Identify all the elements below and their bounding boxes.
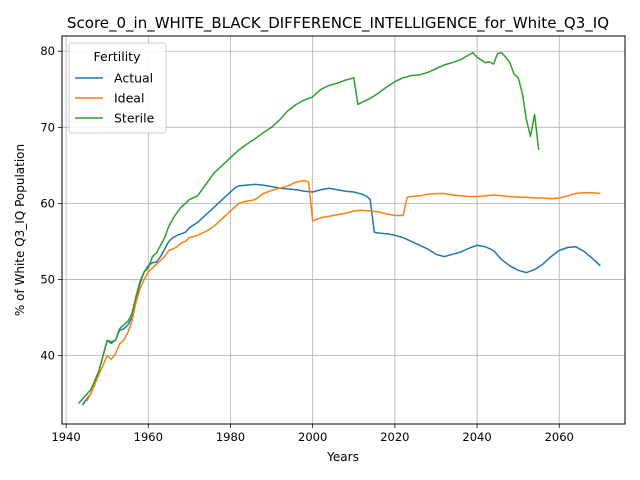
- plot-frame: [61, 35, 626, 425]
- chart-title: Score_0_in_WHITE_BLACK_DIFFERENCE_INTELL…: [67, 14, 609, 33]
- y-axis-title: % of White Q3_IQ Population: [13, 144, 27, 316]
- series-line-actual: [81, 183, 601, 406]
- axis-ticks: 1940 1960 1980 2000 2020 2040 2060 40 50 60 70 80: [40, 44, 574, 444]
- series-lines: [77, 51, 601, 406]
- x-axis-title: Years: [326, 450, 359, 464]
- y-tick-label: 60: [40, 196, 55, 210]
- x-tick-label: 2020: [380, 430, 409, 444]
- legend-title: Fertility: [94, 49, 142, 64]
- y-tick-label: 40: [40, 349, 55, 363]
- legend-box: [68, 42, 167, 134]
- series-line-ideal: [86, 179, 601, 402]
- y-tick-label: 50: [40, 272, 55, 286]
- y-tick-label: 70: [40, 120, 55, 134]
- x-tick-label: 1940: [51, 430, 80, 444]
- legend: Fertility Actual Ideal Sterile: [68, 42, 167, 134]
- x-tick-label: 1980: [216, 430, 245, 444]
- x-tick-label: 2000: [298, 430, 327, 444]
- legend-label-actual: Actual: [114, 71, 153, 86]
- legend-label-sterile: Sterile: [114, 111, 155, 126]
- legend-label-ideal: Ideal: [114, 91, 144, 106]
- series-line-sterile: [77, 51, 540, 405]
- x-tick-label: 1960: [134, 430, 163, 444]
- y-tick-label: 80: [40, 44, 55, 58]
- x-tick-label: 2040: [462, 430, 491, 444]
- x-tick-label: 2060: [545, 430, 574, 444]
